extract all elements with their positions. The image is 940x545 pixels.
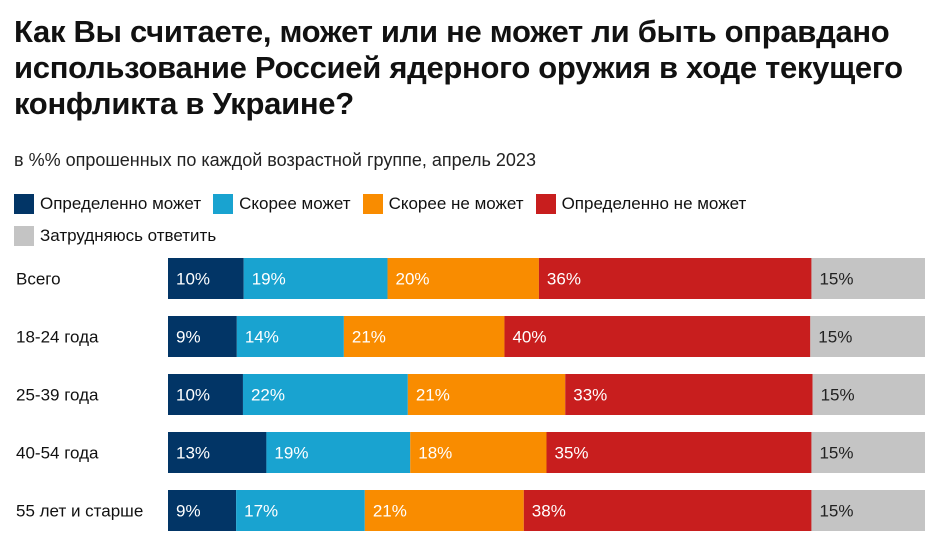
bar-segment xyxy=(243,258,388,299)
bar-segment xyxy=(168,432,267,473)
bar-segment xyxy=(242,374,408,415)
data-label: 20% xyxy=(396,270,430,289)
bar-segment xyxy=(811,258,925,299)
category-label: 25-39 года xyxy=(16,386,99,405)
legend-item: Скорее не может xyxy=(362,192,524,216)
bar-segment xyxy=(546,432,812,473)
category-label: 40-54 года xyxy=(16,444,99,463)
category-label: Всего xyxy=(16,270,61,289)
legend-swatch xyxy=(14,226,34,246)
category-label: 18-24 года xyxy=(16,328,99,347)
legend-swatch xyxy=(213,194,234,214)
data-label: 14% xyxy=(245,328,279,347)
legend: Определенно может Скорее может Скорее не м… xyxy=(14,192,914,256)
legend-label: Определенно не может xyxy=(561,194,747,213)
data-label: 21% xyxy=(373,502,407,521)
legend-item: Скорее может xyxy=(213,192,351,216)
legend-swatch xyxy=(535,194,556,214)
bar-segment xyxy=(236,316,344,357)
legend-label: Скорее не может xyxy=(388,194,524,213)
data-label: 13% xyxy=(176,444,210,463)
legend-item: Определенно не может xyxy=(535,192,747,216)
data-label: 21% xyxy=(416,386,450,405)
bar-segment xyxy=(565,374,813,415)
bar-segment xyxy=(168,316,237,357)
legend-swatch xyxy=(14,194,34,214)
data-label: 15% xyxy=(818,328,852,347)
data-label: 15% xyxy=(819,502,853,521)
bar-segment xyxy=(811,432,925,473)
bar-segment xyxy=(343,316,505,357)
bar-segment xyxy=(266,432,411,473)
bar-segment xyxy=(410,432,547,473)
bar-segment xyxy=(812,374,925,415)
data-label: 38% xyxy=(532,502,566,521)
data-label: 40% xyxy=(512,328,546,347)
data-label: 17% xyxy=(244,502,278,521)
legend-swatch xyxy=(362,194,383,214)
legend-item: Затрудняюсь ответить xyxy=(14,224,216,248)
legend-label: Определенно может xyxy=(40,194,202,213)
data-label: 9% xyxy=(176,328,201,347)
legend-label: Скорее может xyxy=(239,194,351,213)
data-label: 36% xyxy=(547,270,581,289)
chart-title: Как Вы считаете, может или не может ли б… xyxy=(14,14,903,121)
bar-segment xyxy=(168,374,243,415)
bar-segment xyxy=(364,490,524,531)
data-label: 19% xyxy=(252,270,286,289)
bar-segment xyxy=(236,490,365,531)
data-label: 19% xyxy=(274,444,308,463)
data-label: 35% xyxy=(555,444,589,463)
bar-segment xyxy=(523,490,812,531)
bar-segment xyxy=(387,258,539,299)
data-label: 10% xyxy=(176,386,210,405)
bar-segment xyxy=(168,258,244,299)
bar-segment xyxy=(504,316,811,357)
category-label: 55 лет и старше xyxy=(16,502,143,521)
data-label: 15% xyxy=(819,270,853,289)
bar-segment xyxy=(811,490,925,531)
data-label: 18% xyxy=(418,444,452,463)
data-label: 10% xyxy=(176,270,210,289)
data-label: 21% xyxy=(352,328,386,347)
bar-segment xyxy=(168,490,237,531)
data-label: 15% xyxy=(821,386,855,405)
bar-segment xyxy=(407,374,566,415)
bar-segment xyxy=(538,258,812,299)
legend-item: Определенно может xyxy=(14,192,201,216)
chart-subtitle: в %% опрошенных по каждой возрастной гру… xyxy=(14,150,536,170)
bar-segment xyxy=(810,316,925,357)
data-label: 9% xyxy=(176,502,201,521)
legend-label: Затрудняюсь ответить xyxy=(40,226,217,245)
data-label: 15% xyxy=(819,444,853,463)
data-label: 22% xyxy=(251,386,285,405)
data-label: 33% xyxy=(573,386,607,405)
